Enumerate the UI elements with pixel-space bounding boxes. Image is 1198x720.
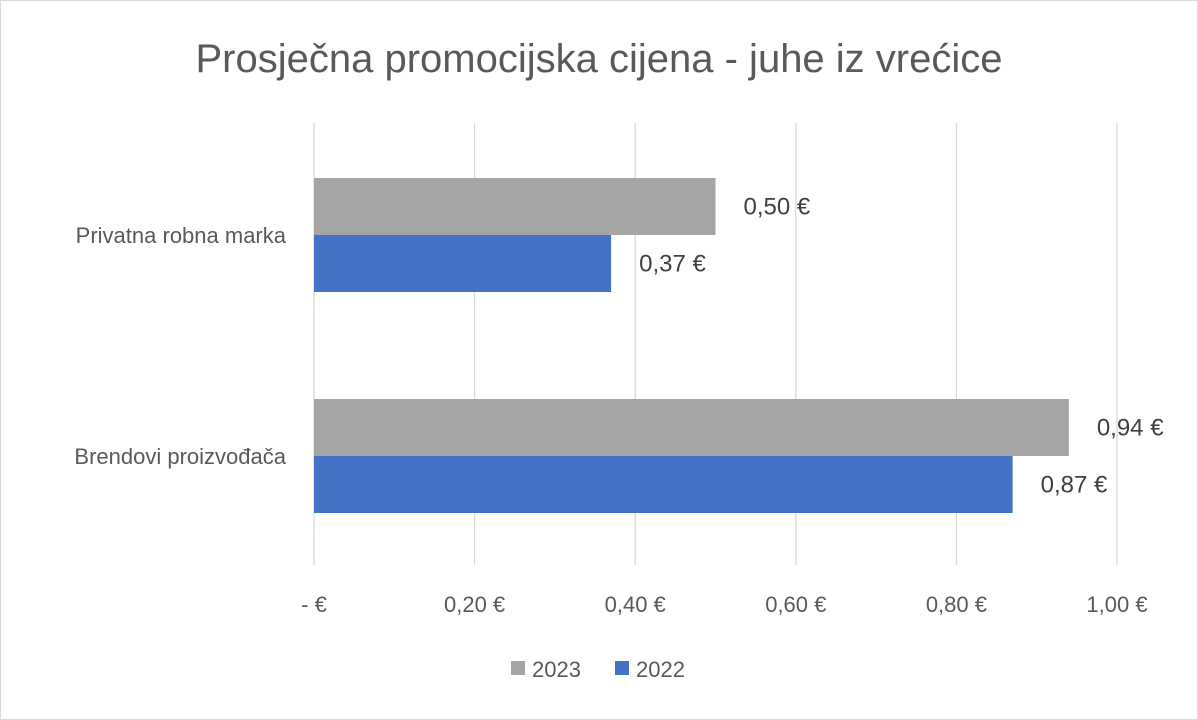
bar-2022 (314, 456, 1013, 513)
bar-2022 (314, 235, 612, 292)
x-tick-label: 0,40 € (605, 592, 666, 617)
category-label: Brendovi proizvođača (74, 444, 286, 469)
legend-label: 2022 (636, 657, 685, 682)
x-tick-label: 0,20 € (444, 592, 505, 617)
data-labels: 0,50 € 0,37 € 0,94 € 0,87 € (639, 194, 1164, 499)
category-labels: Privatna robna marka Brendovi proizvođača (74, 223, 286, 469)
legend: 2023 2022 (511, 657, 685, 682)
data-label: 0,50 € (744, 194, 811, 221)
data-label: 0,87 € (1041, 472, 1108, 499)
data-label: 0,37 € (639, 251, 706, 278)
data-label: 0,94 € (1097, 415, 1164, 442)
category-label: Privatna robna marka (76, 223, 287, 248)
x-tick-label: - € (301, 592, 327, 617)
x-tick-label: 0,60 € (765, 592, 826, 617)
legend-swatch (511, 661, 525, 675)
x-axis-tick-labels: - € 0,20 € 0,40 € 0,60 € 0,80 € 1,00 € (301, 592, 1147, 617)
bar-2023 (314, 178, 716, 235)
bar-2023 (314, 399, 1069, 456)
chart-title: Prosječna promocijska cijena - juhe iz v… (196, 37, 1003, 81)
bars (314, 178, 1069, 513)
legend-swatch (615, 661, 629, 675)
x-tick-label: 1,00 € (1086, 592, 1147, 617)
x-tick-label: 0,80 € (926, 592, 987, 617)
legend-label: 2023 (532, 657, 581, 682)
